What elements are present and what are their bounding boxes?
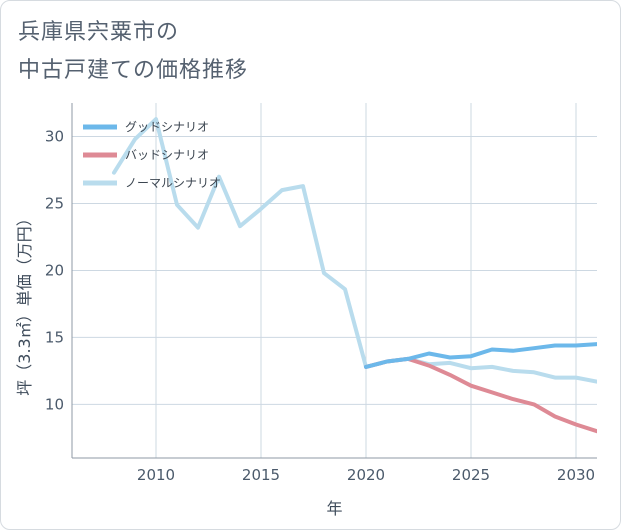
x-axis-label: 年 <box>326 499 342 518</box>
y-tick-label-30: 30 <box>45 127 64 145</box>
y-tick-label-10: 10 <box>45 395 64 413</box>
grid-lines <box>72 103 597 458</box>
x-tick-label-2030: 2030 <box>557 466 595 484</box>
series-group <box>112 117 597 434</box>
title-line-2: 中古戸建ての価格推移 <box>18 58 249 83</box>
legend-label-bad: バッドシナリオ <box>125 148 209 162</box>
y-tick-label-15: 15 <box>45 328 64 346</box>
series-line-normal <box>112 117 597 384</box>
series-line-good <box>364 342 597 369</box>
y-tick-label-20: 20 <box>45 261 64 279</box>
x-tick-label-2020: 2020 <box>347 466 385 484</box>
y-axis-label: 坪（3.3㎡）単価（万円） <box>15 210 34 395</box>
x-tick-label-2015: 2015 <box>242 466 280 484</box>
axes <box>71 103 597 459</box>
series-line-bad <box>364 356 597 434</box>
legend-label-good: グッドシナリオ <box>125 120 209 134</box>
x-tick-label-2025: 2025 <box>452 466 490 484</box>
chart-title: 兵庫県宍粟市の 中古戸建ての価格推移 <box>18 14 248 90</box>
title-line-1: 兵庫県宍粟市の <box>18 20 180 45</box>
x-tick-label-2010: 2010 <box>137 466 175 484</box>
y-tick-label-25: 25 <box>45 194 64 212</box>
legend-label-normal: ノーマルシナリオ <box>125 176 221 190</box>
